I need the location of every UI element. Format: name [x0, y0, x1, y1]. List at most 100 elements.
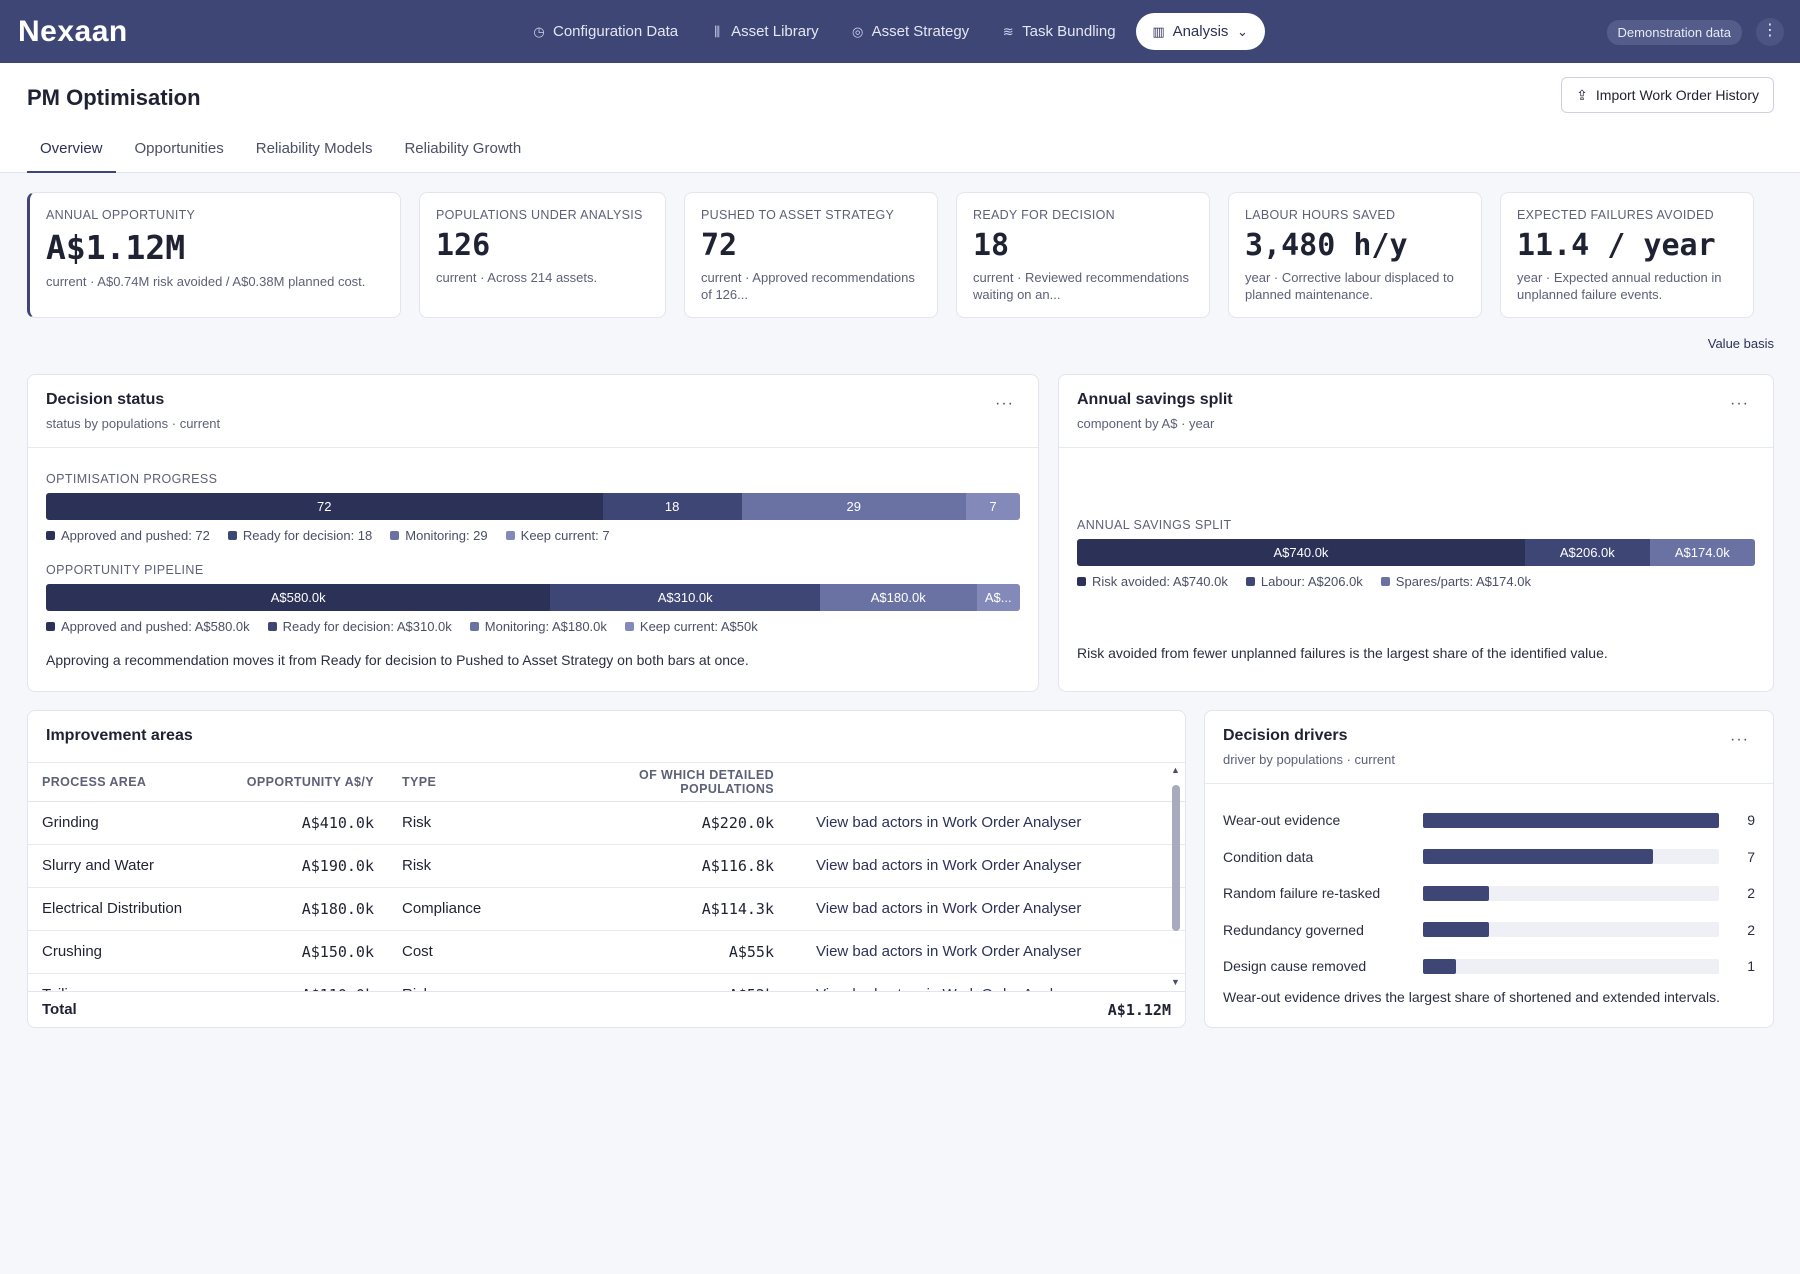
kpi-sub: current · Reviewed recommendations waiti…	[973, 270, 1190, 302]
improvement-areas-panel: Improvement areas Process area Opportuni…	[27, 710, 1186, 1028]
kpi-value: 126	[436, 228, 491, 263]
view-bad-actors-link[interactable]: View bad actors in Work Order Analyser	[788, 844, 1185, 888]
driver-label: Design cause removed	[1223, 958, 1367, 975]
tab-reliability-models[interactable]: Reliability Models	[255, 140, 373, 157]
savings-split-note: Risk avoided from fewer unplanned failur…	[1077, 645, 1608, 661]
opportunity-pipeline-legend: Approved and pushed: A$580.0k Ready for d…	[46, 619, 1020, 634]
bar-segment[interactable]: A$206.0k	[1524, 539, 1650, 566]
view-bad-actors-link[interactable]: View bad actors in Work Order Analyser	[788, 973, 1185, 991]
view-bad-actors-link[interactable]: View bad actors in Work Order Analyser	[788, 930, 1185, 974]
import-work-order-history-button[interactable]: ⇪ Import Work Order History	[1561, 77, 1774, 113]
tab-overview[interactable]: Overview	[27, 126, 116, 173]
bar-segment[interactable]: 29	[741, 493, 966, 520]
demonstration-data-badge[interactable]: Demonstration data	[1606, 20, 1742, 45]
nav-label: Task Bundling	[1022, 23, 1116, 40]
bar-segment[interactable]: A$180.0k	[819, 584, 977, 611]
bar-segment[interactable]: A$174.0k	[1649, 539, 1755, 566]
panel-more-icon[interactable]: ···	[1730, 395, 1749, 412]
kpi-ready-for-decision[interactable]: Ready for decision 18 current · Reviewed…	[956, 192, 1210, 318]
kpi-value: 72	[701, 228, 738, 263]
panel-more-icon[interactable]: ···	[995, 395, 1014, 412]
kpi-populations-under-analysis[interactable]: Populations under analysis 126 current ·…	[419, 192, 666, 318]
main-nav: ◷ Configuration Data ⫼ Asset Library ◎ A…	[520, 0, 1266, 63]
panel-title: Annual savings split	[1077, 391, 1233, 408]
nav-label: Analysis	[1172, 23, 1229, 40]
panel-more-icon[interactable]: ···	[1730, 731, 1749, 748]
nav-asset-strategy[interactable]: ◎ Asset Strategy	[839, 14, 982, 49]
kpi-labour-hours-saved[interactable]: Labour hours saved 3,480 h/y year · Corr…	[1228, 192, 1482, 318]
legend-swatch	[227, 531, 237, 540]
driver-value: 9	[1747, 812, 1755, 829]
kpi-expected-failures-avoided[interactable]: Expected failures avoided 11.4 / year ye…	[1500, 192, 1754, 318]
column-header[interactable]: Type	[388, 763, 528, 802]
scroll-up-icon[interactable]: ▲	[1171, 765, 1180, 775]
more-options-icon[interactable]: ⋮	[1756, 18, 1784, 46]
driver-bar-track	[1423, 849, 1719, 865]
type-cell: Risk	[388, 844, 528, 888]
improvement-areas-table: Process area Opportunity A$/y Type Of wh…	[28, 763, 1185, 991]
panel-header: Decision drivers driver by populations ·…	[1205, 711, 1773, 784]
driver-row-wear-out-evidence[interactable]: Wear-out evidence 9	[1223, 802, 1755, 839]
table-scrollbar[interactable]: ▲ ▼	[1170, 763, 1182, 991]
nav-configuration-data[interactable]: ◷ Configuration Data	[520, 14, 690, 49]
legend-item: Keep current: 7	[505, 528, 610, 543]
column-header[interactable]: Process area	[28, 763, 228, 802]
tab-opportunities[interactable]: Opportunities	[134, 140, 224, 157]
nav-asset-library[interactable]: ⫼ Asset Library	[698, 14, 831, 49]
view-bad-actors-link[interactable]: View bad actors in Work Order Analyser	[788, 801, 1185, 845]
page-tabs: Overview Opportunities Reliability Model…	[27, 126, 540, 173]
decision-status-panel: Decision status status by populations · …	[27, 374, 1039, 692]
detailed-populations-cell: A$116.8k	[528, 844, 788, 888]
column-header[interactable]: Opportunity A$/y	[228, 763, 388, 802]
nav-task-bundling[interactable]: ≋ Task Bundling	[989, 14, 1127, 49]
bar-segment[interactable]: A$...	[976, 584, 1020, 611]
scrollbar-thumb[interactable]	[1172, 785, 1180, 931]
driver-bar-track	[1423, 922, 1719, 938]
tab-reliability-growth[interactable]: Reliability Growth	[404, 140, 522, 157]
import-button-label: Import Work Order History	[1595, 87, 1759, 103]
table-row[interactable]: Electrical Distribution A$180.0k Complianc…	[28, 887, 1185, 931]
panel-title: Decision drivers	[1223, 727, 1348, 744]
driver-row-condition-data[interactable]: Condition data 7	[1223, 839, 1755, 876]
bar-segment[interactable]: 72	[46, 493, 603, 520]
type-cell: Cost	[388, 930, 528, 974]
compass-icon: ◎	[851, 23, 864, 39]
driver-bar	[1423, 885, 1489, 901]
driver-bar	[1423, 922, 1489, 938]
bar-segment[interactable]: 7	[965, 493, 1020, 520]
nav-analysis[interactable]: ▥ Analysis ⌄	[1135, 13, 1266, 50]
bar-segment[interactable]: A$740.0k	[1077, 539, 1525, 566]
savings-split-bar: A$740.0k A$206.0k A$174.0k	[1077, 539, 1755, 566]
driver-label: Wear-out evidence	[1223, 812, 1341, 829]
kpi-pushed-to-asset-strategy[interactable]: Pushed to asset strategy 72 current · Ap…	[684, 192, 938, 318]
annual-savings-split-panel: Annual savings split component by A$ · y…	[1058, 374, 1774, 692]
driver-label: Redundancy governed	[1223, 921, 1364, 938]
table-row[interactable]: Grinding A$410.0k Risk A$220.0k View bad act…	[28, 801, 1185, 845]
table-row[interactable]: Slurry and Water A$190.0k Risk A$116.8k View…	[28, 844, 1185, 888]
panel-title: Decision status	[46, 391, 165, 408]
kpi-sub: year · Expected annual reduction in unpl…	[1517, 270, 1722, 302]
page-title: PM Optimisation	[27, 85, 201, 110]
bar-segment[interactable]: 18	[602, 493, 742, 520]
scroll-down-icon[interactable]: ▼	[1171, 977, 1180, 987]
driver-row-design-cause-removed[interactable]: Design cause removed 1	[1223, 948, 1755, 985]
legend-swatch	[46, 622, 55, 631]
improvement-table-scroll[interactable]: Process area Opportunity A$/y Type Of wh…	[28, 763, 1185, 991]
kpi-annual-opportunity[interactable]: Annual opportunity A$1.12M current · A$0…	[27, 192, 401, 318]
opportunity-pipeline-bar: A$580.0k A$310.0k A$180.0k A$...	[46, 584, 1020, 611]
driver-row-redundancy-governed[interactable]: Redundancy governed 2	[1223, 912, 1755, 949]
top-navigation-bar: Nexaan ◷ Configuration Data ⫼ Asset Libr…	[0, 0, 1800, 63]
panel-body: Wear-out evidence 9 Condition data 7 Random …	[1205, 784, 1773, 1004]
value-basis-link[interactable]: Value basis	[1707, 336, 1774, 351]
driver-row-random-failure-re-tasked[interactable]: Random failure re-tasked 2	[1223, 875, 1755, 912]
legend-label: Monitoring: 29	[405, 528, 488, 543]
app-logo[interactable]: Nexaan	[18, 14, 128, 48]
bar-segment[interactable]: A$580.0k	[46, 584, 551, 611]
table-row[interactable]: Crushing A$150.0k Cost A$55k View bad actors…	[28, 930, 1185, 974]
bar-segment[interactable]: A$310.0k	[550, 584, 820, 611]
column-header[interactable]: Of which detailed populations	[528, 763, 788, 802]
view-bad-actors-link[interactable]: View bad actors in Work Order Analyser	[788, 887, 1185, 931]
driver-value: 1	[1747, 958, 1755, 975]
driver-label: Random failure re-tasked	[1223, 885, 1381, 902]
